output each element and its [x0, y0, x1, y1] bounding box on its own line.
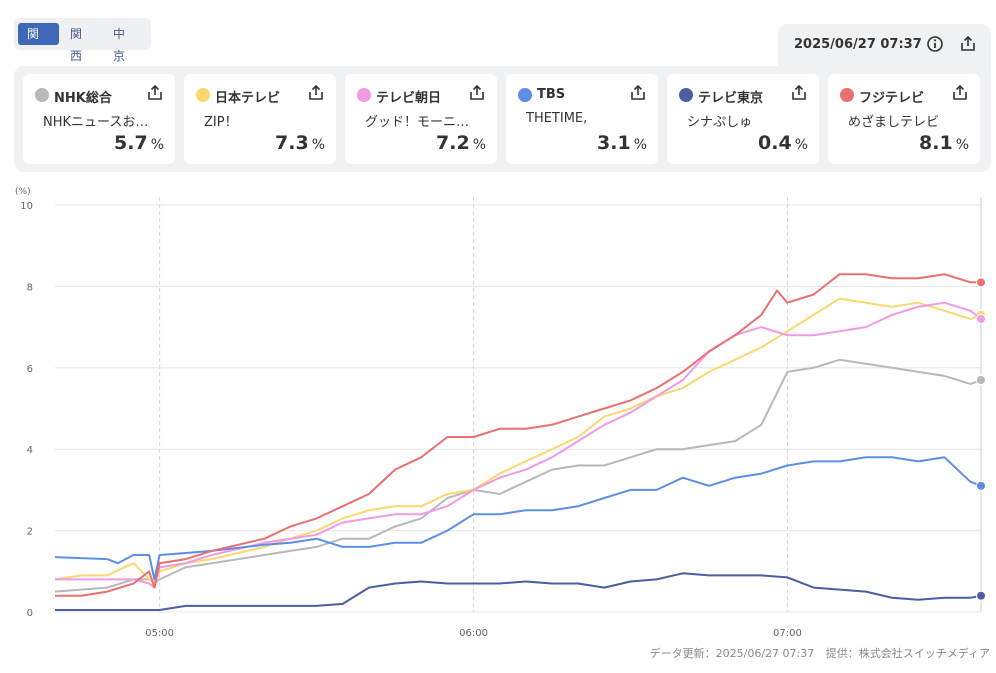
y-tick-label: 4 [27, 445, 33, 456]
rating-unit: % [150, 137, 164, 153]
channel-color-dot [35, 88, 49, 102]
program-name: めざましテレビ [848, 115, 940, 130]
y-tick-label: 0 [27, 608, 33, 619]
timestamp-box: 2025/06/27 07:37 [778, 24, 991, 74]
rating-unit: % [311, 137, 325, 153]
y-tick-label: 10 [20, 201, 33, 212]
ratings-chart: 0 2 4 6 8 10 (%) 05:00 06:00 07:00 [15, 187, 986, 639]
channel-name: フジテレビ [859, 91, 925, 106]
series-line [54, 358, 982, 593]
y-tick-label: 8 [27, 282, 33, 293]
series-endpoint [976, 375, 986, 386]
series-endpoint [976, 590, 986, 601]
footer-updated: データ更新：2025/06/27 07:37 [649, 647, 815, 660]
series-line [55, 572, 982, 611]
series-line [54, 297, 982, 585]
share-icon[interactable] [146, 84, 164, 102]
rating-number: 5.7 [114, 132, 148, 154]
channel-card[interactable]: テレビ東京シナぷしゅ 0.4% [667, 74, 819, 164]
x-tick-label: 05:00 [145, 628, 174, 639]
share-icon[interactable] [468, 84, 486, 102]
share-icon[interactable] [790, 84, 808, 102]
y-axis-unit: (%) [15, 187, 31, 197]
channel-cards: NHK総合 NHKニュースお… 5.7% 日本テレビ ZIP！ 7.3% テレビ朝日 グッド！… [23, 74, 980, 164]
share-icon[interactable] [959, 35, 977, 53]
channel-name: 日本テレビ [215, 91, 281, 106]
timestamp: 2025/06/27 07:37 [794, 37, 922, 52]
channel-name: テレビ東京 [698, 91, 764, 106]
region-tabs: 関東 関西 中京 [14, 18, 151, 63]
y-tick-label: 6 [27, 364, 33, 375]
rating-value: 5.7% [114, 132, 164, 154]
channel-card[interactable]: NHK総合 NHKニュースお… 5.7% [23, 74, 175, 164]
rating-number: 0.4 [758, 132, 792, 154]
footer: データ更新：2025/06/27 07:37 提供：株式会社スイッチメディア [650, 645, 990, 661]
channel-color-dot [196, 88, 210, 102]
channel-name: テレビ朝日 [376, 91, 442, 106]
region-tab-1[interactable]: 関西 [70, 27, 83, 63]
program-name: グッド！モーニ… [365, 115, 470, 130]
share-icon[interactable] [951, 84, 969, 102]
rating-number: 8.1 [919, 132, 953, 154]
rating-value: 7.3% [275, 132, 325, 154]
rating-value: 8.1% [919, 132, 969, 154]
rating-value: 7.2% [436, 132, 486, 154]
rating-unit: % [794, 137, 808, 153]
series-line [54, 456, 982, 581]
rating-number: 7.2 [436, 132, 470, 154]
series-line [55, 301, 982, 589]
region-tab-0[interactable]: 関東 [18, 23, 59, 63]
footer-provider: 提供：株式会社スイッチメディア [825, 647, 990, 660]
channel-color-dot [840, 88, 854, 102]
program-name: NHKニュースお… [43, 115, 149, 130]
channel-name: NHK総合 [54, 91, 112, 106]
series-endpoint [976, 480, 986, 491]
channel-card[interactable]: TBS THETIME, 3.1% [506, 74, 658, 164]
rating-value: 3.1% [597, 132, 647, 154]
channel-color-dot [679, 88, 693, 102]
rating-unit: % [955, 137, 969, 153]
x-tick-label: 06:00 [459, 628, 488, 639]
rating-value: 0.4% [758, 132, 808, 154]
share-icon[interactable] [307, 84, 325, 102]
series-endpoint [976, 277, 986, 288]
rating-unit: % [472, 137, 486, 153]
channel-color-dot [357, 88, 371, 102]
y-tick-label: 2 [27, 527, 33, 538]
channel-card[interactable]: 日本テレビ ZIP！ 7.3% [184, 74, 336, 164]
program-name: シナぷしゅ [687, 115, 753, 130]
channel-card[interactable]: フジテレビめざましテレビ 8.1% [828, 74, 980, 164]
series-endpoint [976, 313, 986, 324]
channel-card[interactable]: テレビ朝日グッド！モーニ… 7.2% [345, 74, 497, 164]
channel-color-dot [518, 88, 532, 102]
channel-name: TBS [537, 87, 566, 102]
region-tab-2[interactable]: 中京 [113, 27, 126, 63]
program-name: ZIP！ [204, 115, 238, 130]
rating-unit: % [633, 137, 647, 153]
info-icon[interactable] [926, 35, 944, 53]
ratings-panel: 2025/06/27 07:37 NHK総合 NHKニュースお… 5.7% 日本テレビ… [14, 24, 991, 172]
series-line [55, 273, 981, 597]
rating-number: 7.3 [275, 132, 309, 154]
program-name: THETIME, [526, 111, 588, 126]
share-icon[interactable] [629, 84, 647, 102]
rating-number: 3.1 [597, 132, 631, 154]
x-tick-label: 07:00 [773, 628, 802, 639]
